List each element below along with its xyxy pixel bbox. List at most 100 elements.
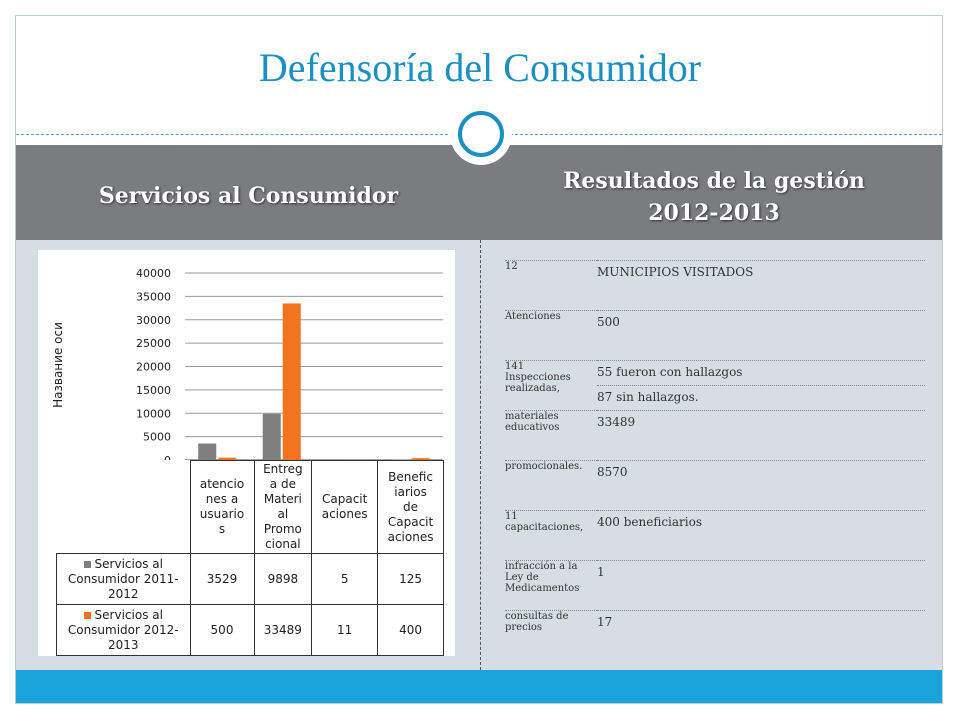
x-tick-label-line: aciones [321, 507, 368, 521]
series-row: Servicios al Consumidor 2011- 2012 3529 9898… [56, 553, 444, 605]
data-table: atencio nes a usuario s Entreg a de Materi al Pr… [56, 460, 444, 656]
y-axis-title: Название оси [51, 322, 65, 408]
series-row: Servicios al Consumidor 2012- 2013 500 33489… [56, 604, 444, 656]
right-heading-line-1: Resultados de la gestión [563, 168, 865, 194]
data-label: 125 [377, 553, 444, 605]
result-key: consultas de precios [505, 611, 597, 656]
data-label: 500 [189, 604, 255, 656]
result-value: 55 fueron con hallazgos 87 sin hallazgos. [597, 361, 925, 411]
legend-entry: Servicios al Consumidor 2011- 2012 [56, 553, 191, 605]
right-heading-line-2: 2012-2013 [648, 200, 780, 226]
result-value: MUNICIPIOS VISITADOS [597, 261, 925, 311]
result-key-line: Ley de [505, 572, 539, 583]
x-tick-label: Capacit aciones [311, 460, 379, 554]
x-tick-label-line: atencio [199, 477, 245, 491]
legend-text: Servicios al [94, 556, 163, 571]
legend-swatch [83, 611, 91, 619]
result-row: consultas de precios 17 [505, 610, 925, 656]
bar-series-2-cat-4 [411, 458, 430, 460]
column-divider [480, 240, 481, 670]
y-tick-label: 0 [164, 454, 171, 460]
x-tick-label-line: al [277, 507, 289, 521]
result-key-line: consultas de [505, 611, 569, 622]
result-row: 141 Inspecciones realizadas, 55 fueron con … [505, 360, 925, 411]
y-tick-label: 20000 [136, 361, 171, 374]
result-value: 500 [597, 311, 925, 361]
x-tick-label-line: de [403, 499, 419, 514]
x-tick-label-line: cional [265, 537, 301, 551]
left-heading: Servicios al Consumidor [98, 183, 399, 209]
x-tick-label-line: iarios [394, 484, 427, 499]
bar-chart: Название оси 0 5000 10000 15000 20000 25000 30… [51, 267, 443, 460]
slide-frame [15, 15, 943, 704]
legend-text: Consumidor 2012- [67, 622, 179, 637]
result-key-line: 141 [505, 361, 525, 372]
result-row: materiales educativos 33489 [505, 410, 925, 461]
circle-ring [458, 111, 504, 157]
data-label: 33489 [253, 604, 313, 656]
footer-bar [16, 670, 942, 703]
result-value: 1 [597, 561, 925, 611]
x-tick-label-line: s [218, 522, 226, 536]
x-tick-label-line: Benefic [388, 469, 433, 484]
result-key: 141 Inspecciones realizadas, [505, 361, 597, 411]
x-tick-label-line: Capacit [321, 492, 368, 506]
y-tick-label: 25000 [136, 337, 171, 350]
y-tick-label: 40000 [136, 267, 171, 280]
y-tick-label: 5000 [143, 431, 171, 444]
result-key: materiales educativos [505, 411, 597, 461]
legend-label-line: 2012 [59, 587, 188, 602]
result-key-line: 11 [505, 511, 518, 522]
legend-label-line: Consumidor 2012- [59, 623, 188, 638]
result-value-line: 1 [597, 565, 605, 579]
legend-entry: Servicios al Consumidor 2012- 2013 [56, 604, 191, 656]
result-key: 12 [505, 261, 597, 311]
legend-label-line: Consumidor 2011- [59, 572, 188, 587]
x-tick-label-line: nes a [205, 492, 239, 506]
result-value-line: MUNICIPIOS VISITADOS [597, 265, 754, 279]
x-tick-label-line: Materi [263, 492, 302, 506]
result-key: promocionales. [505, 461, 597, 511]
result-value-line: 55 fueron con hallazgos [597, 365, 743, 379]
y-tick-label: 30000 [136, 314, 171, 327]
bar-series-1-cat-1 [198, 443, 217, 460]
result-key: 11 capacitaciones, [505, 511, 597, 561]
data-label: 400 [377, 604, 444, 656]
result-value-line: 87 sin hallazgos. [597, 385, 925, 404]
x-tick-label: Entreg a de Materi al Promo cional [253, 460, 313, 554]
result-key-line: capacitaciones, [505, 522, 584, 533]
result-value: 8570 [597, 461, 925, 511]
result-value-line: 33489 [597, 415, 636, 429]
result-key-line: materiales [505, 411, 559, 422]
x-tick-label: Benefic iarios de Capacit aciones [377, 460, 444, 554]
result-key-line: Inspecciones [505, 372, 571, 383]
legend-text: 2013 [107, 637, 139, 652]
result-value: 400 beneficiarios [597, 511, 925, 561]
legend-swatch [83, 560, 91, 568]
y-tick-label: 10000 [136, 407, 171, 420]
y-tick-label: 15000 [136, 384, 171, 397]
result-key-line: promocionales. [505, 461, 583, 472]
result-key-line: Atenciones [505, 311, 561, 322]
result-row: 11 capacitaciones, 400 beneficiarios [505, 510, 925, 561]
legend-label-line: 2013 [59, 638, 188, 653]
result-row: Atenciones 500 [505, 310, 925, 361]
y-tick-label: 35000 [136, 290, 171, 303]
legend-text: 2012 [107, 586, 139, 601]
legend-text: Consumidor 2011- [67, 571, 179, 586]
x-tick-label-line: usuario [199, 507, 245, 521]
result-value-line: 8570 [597, 465, 628, 479]
bar-series-2-cat-2 [282, 303, 301, 460]
x-tick-label: atencio nes a usuario s [189, 460, 255, 554]
legend-text: Servicios al [94, 607, 163, 622]
result-key: infracción a la Ley de Medicamentos [505, 561, 597, 611]
bar-series-1-cat-4 [391, 459, 410, 460]
table-corner [57, 461, 191, 554]
right-heading: Resultados de la gestión 2012-2013 [486, 165, 942, 229]
result-value-line: 400 beneficiarios [597, 515, 703, 529]
result-key-line: realizadas, [505, 383, 560, 394]
x-tick-label-line: Promo [263, 522, 302, 536]
x-tick-label-line: aciones [387, 529, 434, 544]
legend-label-line: Servicios al [59, 557, 188, 572]
results-table: 12 MUNICIPIOS VISITADOS Atenciones 500 141 In… [505, 260, 925, 656]
